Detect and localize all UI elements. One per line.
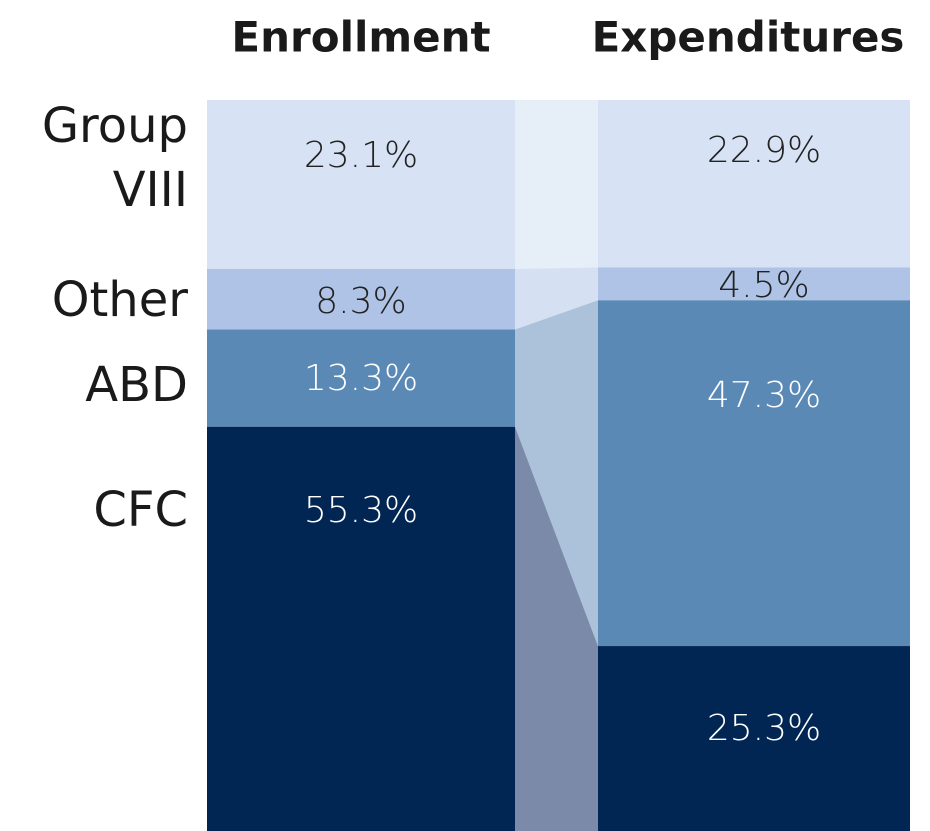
bar-segment	[207, 426, 515, 831]
connector-band	[515, 267, 598, 330]
series-label: ABD	[85, 357, 188, 413]
value-label: 22.9%	[707, 130, 821, 171]
bar-segment	[207, 268, 515, 330]
value-label: 8.3%	[315, 281, 406, 322]
series-label: Group VIII	[41, 98, 188, 218]
category-label: Expenditures	[592, 13, 905, 62]
connector-band	[515, 100, 598, 269]
value-label: 25.3%	[707, 708, 821, 749]
value-label: 55.3%	[304, 490, 418, 531]
category-label: Enrollment	[231, 13, 490, 62]
bar-segment	[207, 100, 515, 269]
bar-segment	[598, 100, 910, 268]
bar-segment	[207, 329, 515, 427]
value-label: 13.3%	[304, 358, 418, 399]
value-label: 47.3%	[707, 375, 821, 416]
bar-segment	[598, 267, 910, 301]
series-label: CFC	[93, 482, 188, 538]
connector-band	[515, 426, 598, 831]
bar-segment	[598, 300, 910, 647]
series-label: Other	[51, 272, 188, 328]
value-label: 4.5%	[718, 265, 809, 306]
bar-segment	[598, 646, 910, 831]
connector-band	[515, 300, 598, 647]
value-label: 23.1%	[304, 135, 418, 176]
